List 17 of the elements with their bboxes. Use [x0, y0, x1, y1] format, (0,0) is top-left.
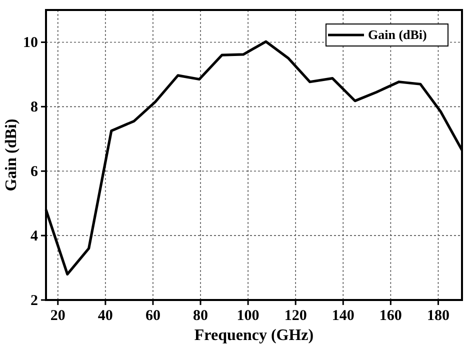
y-tick-label: 2: [30, 293, 38, 309]
y-axis-title: Gain (dBi): [3, 118, 20, 192]
x-tick-label: 60: [145, 308, 160, 324]
y-tick-label: 8: [30, 100, 38, 116]
y-tick-label: 10: [23, 35, 38, 52]
x-tick-label: 120: [284, 308, 307, 324]
x-tick-label: 180: [426, 308, 450, 324]
x-axis-title: Frequency (GHz): [194, 327, 314, 344]
y-tick-label: 4: [30, 228, 38, 245]
legend-label: Gain (dBi): [368, 27, 427, 42]
x-tick-label: 160: [379, 308, 402, 324]
x-tick-label: 140: [332, 308, 354, 324]
x-tick-label: 100: [236, 308, 260, 324]
y-tick-label: 6: [30, 164, 38, 180]
x-tick-label: 40: [98, 308, 113, 324]
x-tick-label: 20: [50, 308, 66, 324]
x-tick-label: 80: [193, 308, 208, 324]
